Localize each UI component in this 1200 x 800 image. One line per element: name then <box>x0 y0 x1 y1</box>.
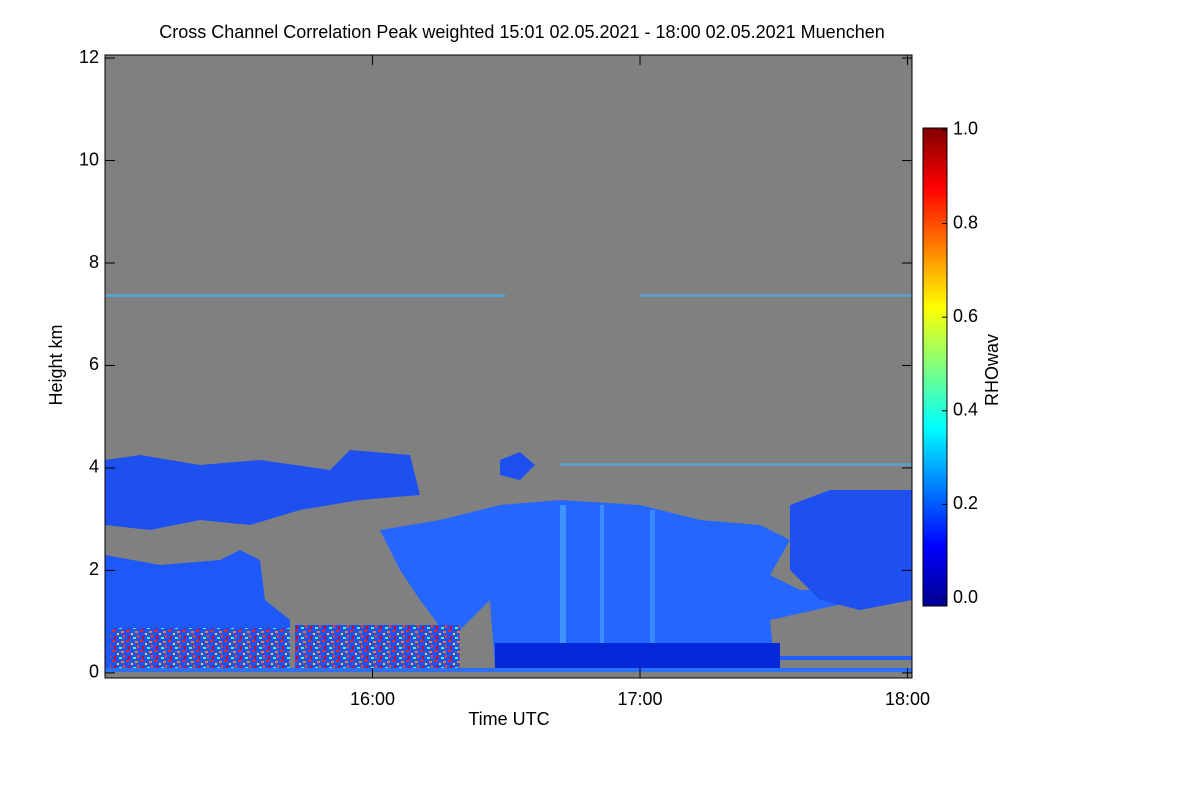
plot-frame <box>104 54 913 679</box>
dense-layer <box>495 643 780 668</box>
chart-title: Cross Channel Correlation Peak weighted … <box>159 22 885 42</box>
aerosol-speckle <box>295 625 460 668</box>
colorbar-tick-label: 0.2 <box>953 493 978 513</box>
y-tick-label: 4 <box>89 457 99 477</box>
aerosol-speckle <box>110 628 290 668</box>
y-tick-label: 2 <box>89 559 99 579</box>
y-axis-label: Height km <box>46 324 66 405</box>
cloud-layer <box>790 490 912 610</box>
colorbar-tick-label: 0.4 <box>953 400 978 420</box>
y-tick-label: 10 <box>79 149 99 169</box>
colorbar-tick-label: 0.0 <box>953 587 978 607</box>
x-tick-label: 16:00 <box>350 689 395 709</box>
colorbar <box>922 127 948 607</box>
heatmap <box>105 55 912 678</box>
cloud-streak <box>105 294 505 297</box>
y-tick-label: 6 <box>89 354 99 374</box>
cloud-streak <box>640 294 912 297</box>
dense-layer <box>105 668 912 672</box>
x-axis-label: Time UTC <box>468 709 549 729</box>
cloud-streak <box>650 510 655 645</box>
y-tick-label: 12 <box>79 47 99 67</box>
cloud-layer <box>500 452 535 480</box>
colorbar-tick-label: 0.6 <box>953 306 978 326</box>
cloud-streak <box>560 505 566 645</box>
y-tick-label: 8 <box>89 252 99 272</box>
x-tick-label: 17:00 <box>618 689 663 709</box>
cloud-layer <box>105 450 420 530</box>
colorbar-label: RHOwav <box>982 334 1002 406</box>
cloud-streak <box>560 463 912 466</box>
colorbar-tick-label: 1.0 <box>953 119 978 139</box>
x-tick-label: 18:00 <box>885 689 930 709</box>
colorbar-tick-label: 0.8 <box>953 212 978 232</box>
cloud-streak <box>600 505 604 645</box>
dense-layer <box>780 656 912 660</box>
y-tick-label: 0 <box>89 662 99 682</box>
cloud-layer <box>380 500 860 668</box>
